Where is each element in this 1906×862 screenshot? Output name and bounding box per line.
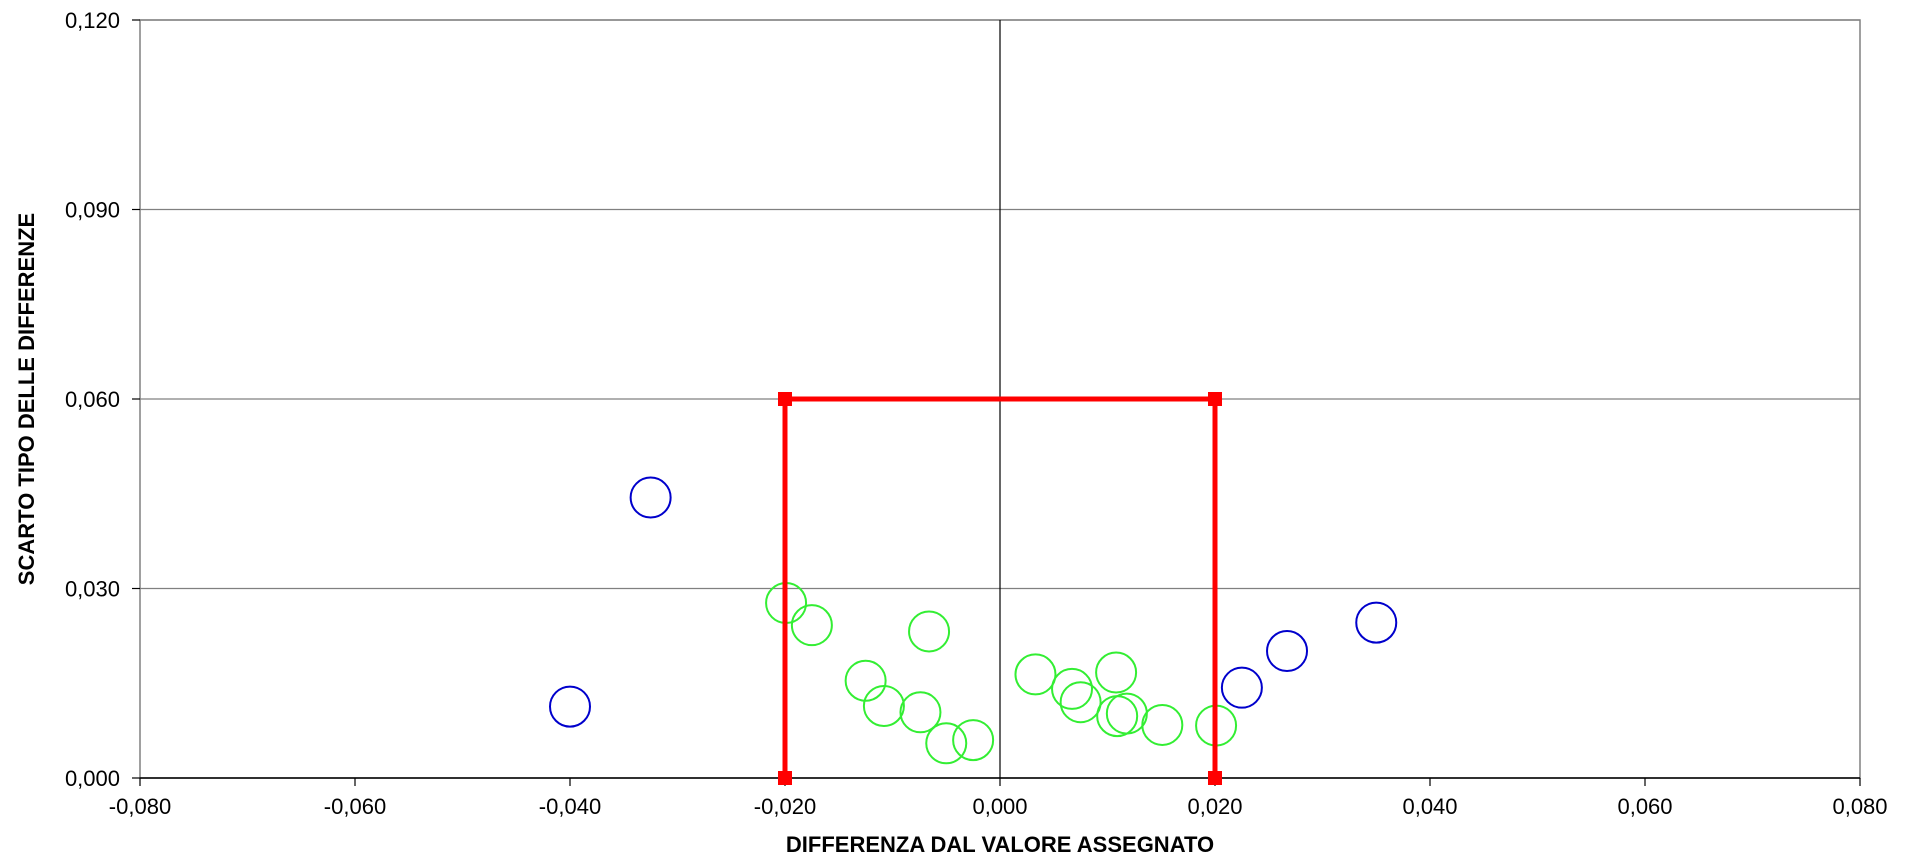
point-s0-2 (1220, 666, 1263, 709)
point-s1-3 (844, 659, 887, 702)
point-s1-5 (899, 691, 942, 734)
x-tick-label-4: 0,000 (972, 794, 1027, 819)
tick-labels: -0,080 -0,060 -0,040 -0,020 0,000 0,020 0,040 0… (65, 8, 1888, 819)
y-tick-label-1: 0,030 (65, 577, 120, 602)
point-s1-7 (952, 719, 995, 762)
x-tick-label-1: -0,060 (324, 794, 386, 819)
limit-box-line (782, 396, 1218, 778)
data-series (549, 392, 1398, 785)
x-tick-label-8: 0,080 (1832, 794, 1887, 819)
point-s1-4 (862, 684, 905, 727)
x-tick-label-2: -0,040 (539, 794, 601, 819)
y-tick-label-2: 0,060 (65, 387, 120, 412)
point-s1-6 (925, 722, 968, 765)
point-s1-10 (1059, 681, 1102, 724)
point-s0-3 (1266, 630, 1309, 673)
y-tick-label-0: 0,000 (65, 766, 120, 791)
y-axis-title: SCARTO TIPO DELLE DIFFERENZE (14, 213, 39, 585)
point-s1-14 (1141, 703, 1184, 746)
limit-box-marker-3 (1208, 771, 1222, 785)
point-s1-1 (790, 604, 833, 647)
point-s0-4 (1355, 601, 1398, 644)
point-s1-11 (1095, 651, 1138, 694)
limit-box-marker-2 (1208, 392, 1222, 406)
point-s1-8 (1014, 653, 1057, 696)
point-s1-9 (1051, 667, 1094, 710)
limit-box-marker-0 (778, 771, 792, 785)
x-tick-label-6: 0,040 (1402, 794, 1457, 819)
y-tick-label-4: 0,120 (65, 8, 120, 33)
x-tick-label-5: 0,020 (1187, 794, 1242, 819)
point-s0-1 (549, 685, 591, 728)
x-tick-label-0: -0,080 (109, 794, 171, 819)
x-tick-label-3: -0,020 (754, 794, 816, 819)
limit-box-marker-1 (778, 392, 792, 406)
x-tick-label-7: 0,060 (1617, 794, 1672, 819)
point-s0-0 (629, 476, 672, 519)
y-tick-label-3: 0,090 (65, 198, 120, 223)
point-s1-2 (908, 610, 951, 653)
x-axis-title: DIFFERENZA DAL VALORE ASSEGNATO (786, 832, 1214, 857)
